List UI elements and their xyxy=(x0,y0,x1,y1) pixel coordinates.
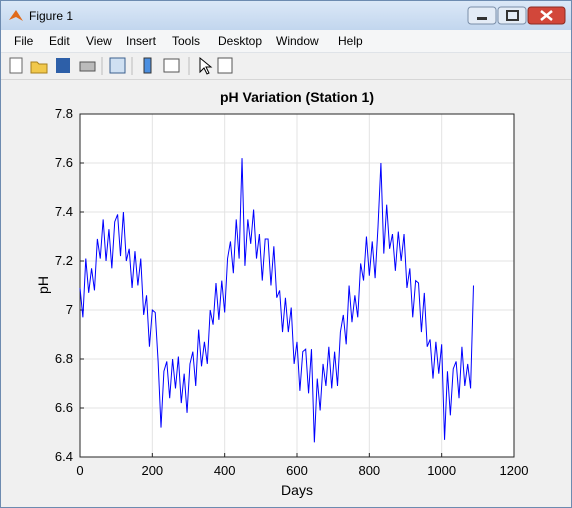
menu-item[interactable]: Help xyxy=(338,34,363,48)
legend-icon[interactable] xyxy=(163,58,180,73)
data-line xyxy=(79,158,474,443)
toolbar xyxy=(1,53,571,80)
y-tick-label: 6.6 xyxy=(55,400,73,415)
app-icon xyxy=(9,10,23,21)
menu-item[interactable]: Desktop xyxy=(218,34,263,48)
x-tick-label: 1000 xyxy=(427,463,456,478)
menu-item[interactable]: Edit xyxy=(49,34,70,48)
new-icon[interactable] xyxy=(9,57,23,74)
x-tick-label: 200 xyxy=(141,463,163,478)
y-tick-label: 6.8 xyxy=(55,351,73,366)
window-controls[interactable] xyxy=(467,6,567,26)
link-icon[interactable] xyxy=(109,57,126,74)
x-tick-label: 600 xyxy=(286,463,308,478)
print-icon[interactable] xyxy=(79,61,96,72)
chart: pH Variation (Station 1) Days pH 6.4 6.6 6… xyxy=(35,89,529,498)
y-tick-label: 7 xyxy=(66,302,73,317)
axes-box xyxy=(79,113,515,458)
y-tick-label: 7.2 xyxy=(55,253,73,268)
plot-tools-icon[interactable] xyxy=(217,57,233,74)
x-axis-label: Days xyxy=(281,482,313,498)
minimize-button[interactable] xyxy=(467,6,497,25)
x-tick-label: 1200 xyxy=(500,463,529,478)
window-title: Figure 1 xyxy=(29,9,74,23)
title-bar: Figure 1 xyxy=(1,1,571,30)
toolbar-icons[interactable] xyxy=(1,53,241,79)
pointer-icon[interactable] xyxy=(199,56,213,75)
y-tick-label: 6.4 xyxy=(55,449,73,464)
menu-item[interactable]: Tools xyxy=(172,34,201,48)
y-tick-label: 7.4 xyxy=(55,204,73,219)
menu-item[interactable]: Window xyxy=(276,34,319,48)
menu-item[interactable]: Insert xyxy=(126,34,157,48)
maximize-button[interactable] xyxy=(497,6,527,25)
chart-title: pH Variation (Station 1) xyxy=(220,89,374,105)
save-icon[interactable] xyxy=(56,58,70,73)
open-icon[interactable] xyxy=(30,61,48,74)
x-tick-label: 0 xyxy=(76,463,83,478)
x-tick-label: 400 xyxy=(214,463,236,478)
menu-item[interactable]: File xyxy=(14,34,34,48)
colorbar-icon[interactable] xyxy=(143,57,152,74)
y-tick-label: 7.6 xyxy=(55,155,73,170)
y-axis-label: pH xyxy=(35,276,51,294)
menu-item[interactable]: View xyxy=(86,34,112,48)
x-tick-label: 800 xyxy=(358,463,380,478)
menu-bar: File Edit View Insert Tools Desktop Window Help xyxy=(1,30,571,53)
y-tick-label: 7.8 xyxy=(55,106,73,121)
